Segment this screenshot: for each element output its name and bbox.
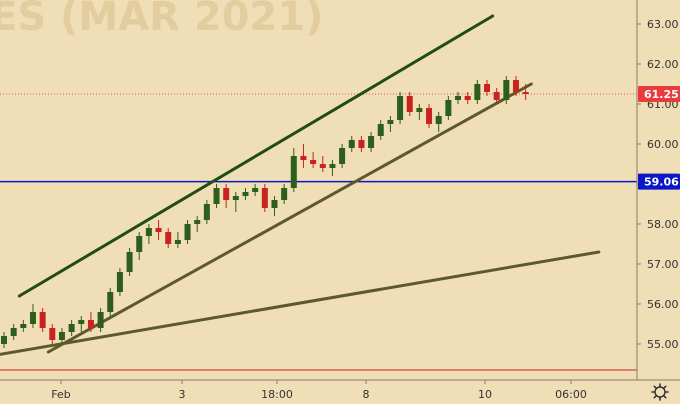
candle-bull bbox=[339, 148, 346, 164]
candle-bear bbox=[512, 80, 519, 92]
candle-bear bbox=[49, 328, 56, 340]
candle-bull bbox=[203, 204, 210, 220]
candle-bull bbox=[78, 320, 85, 324]
candle-bear bbox=[358, 140, 365, 148]
price-tick-label: 56.00 bbox=[647, 298, 679, 311]
time-tick-label: 18:00 bbox=[261, 388, 293, 401]
candle-bear bbox=[484, 84, 490, 92]
candle-bull bbox=[68, 324, 75, 332]
time-tick-label: 06:00 bbox=[555, 388, 587, 401]
candle-bull bbox=[29, 312, 36, 324]
price-tick-label: 63.00 bbox=[647, 18, 679, 31]
candle-bull bbox=[271, 200, 278, 208]
candle-bull bbox=[10, 328, 17, 336]
candle-bull bbox=[20, 324, 27, 328]
candle-bull bbox=[387, 120, 394, 124]
candle-bull bbox=[213, 188, 220, 204]
candle-bull bbox=[242, 192, 249, 196]
candle-bear bbox=[319, 164, 326, 168]
candle-bear bbox=[522, 92, 529, 94]
candle-bull bbox=[503, 80, 510, 100]
settings-gear-icon[interactable] bbox=[651, 383, 669, 401]
candle-bull bbox=[397, 96, 404, 120]
candle-bear bbox=[493, 92, 500, 100]
level-badge bbox=[638, 173, 680, 190]
candle-bear bbox=[426, 108, 433, 124]
candle-bull bbox=[184, 224, 191, 240]
candle-bull bbox=[136, 236, 143, 252]
candle-bull bbox=[329, 164, 336, 168]
price-tick-label: 62.00 bbox=[647, 58, 679, 71]
candle-bear bbox=[39, 312, 46, 328]
candle-bull bbox=[368, 136, 375, 148]
candle-bull bbox=[107, 292, 114, 312]
candle-bull bbox=[97, 312, 104, 328]
candle-bull bbox=[58, 332, 65, 340]
candle-bull bbox=[377, 124, 384, 136]
candle-bear bbox=[406, 96, 413, 112]
last-price-badge-label: 61.25 bbox=[644, 88, 679, 101]
candle-bear bbox=[310, 160, 317, 164]
candle-bear bbox=[87, 320, 94, 328]
candle-bull bbox=[174, 240, 181, 244]
candle-bull bbox=[145, 228, 152, 236]
candle-bull bbox=[445, 100, 452, 116]
time-tick-label: Feb bbox=[51, 388, 70, 401]
level-badge-label: 59.06 bbox=[644, 176, 679, 189]
candle-bull bbox=[435, 116, 442, 124]
candle-bull bbox=[252, 188, 259, 192]
candle-bull bbox=[416, 108, 423, 112]
candle-bull bbox=[232, 196, 239, 200]
candle-bull bbox=[348, 140, 355, 148]
candle-bear bbox=[300, 156, 307, 160]
candle-bear bbox=[155, 228, 162, 232]
candle-bull bbox=[116, 272, 123, 292]
candle-bull bbox=[281, 188, 288, 200]
plot-area[interactable]: ES (MAR 2021) bbox=[0, 0, 637, 371]
last-price-badge bbox=[638, 86, 680, 102]
trendline-channel-lower bbox=[46, 82, 533, 354]
price-tick-label: 57.00 bbox=[647, 258, 679, 271]
time-tick-label: 10 bbox=[478, 388, 492, 401]
candle-bull bbox=[290, 156, 297, 188]
candle-bull bbox=[474, 84, 481, 100]
trendline-long-term-support bbox=[0, 250, 601, 356]
candle-bull bbox=[194, 220, 201, 224]
overlays: 61.25 59.06 bbox=[638, 86, 680, 190]
price-tick-label: 55.00 bbox=[647, 338, 679, 351]
candle-bear bbox=[223, 188, 230, 200]
candle-bull bbox=[455, 96, 462, 100]
candle-bull bbox=[1, 336, 7, 344]
trendline-channel-upper bbox=[17, 14, 495, 298]
candle-bull bbox=[126, 252, 133, 272]
symbol-watermark: ES (MAR 2021) bbox=[0, 0, 323, 40]
time-tick-label: 3 bbox=[179, 388, 186, 401]
price-tick-label: 58.00 bbox=[647, 218, 679, 231]
candle-bear bbox=[165, 232, 172, 244]
time-tick-label: 8 bbox=[363, 388, 370, 401]
price-tick-label: 60.00 bbox=[647, 138, 679, 151]
candle-bear bbox=[464, 96, 471, 100]
candle-bear bbox=[261, 188, 268, 208]
